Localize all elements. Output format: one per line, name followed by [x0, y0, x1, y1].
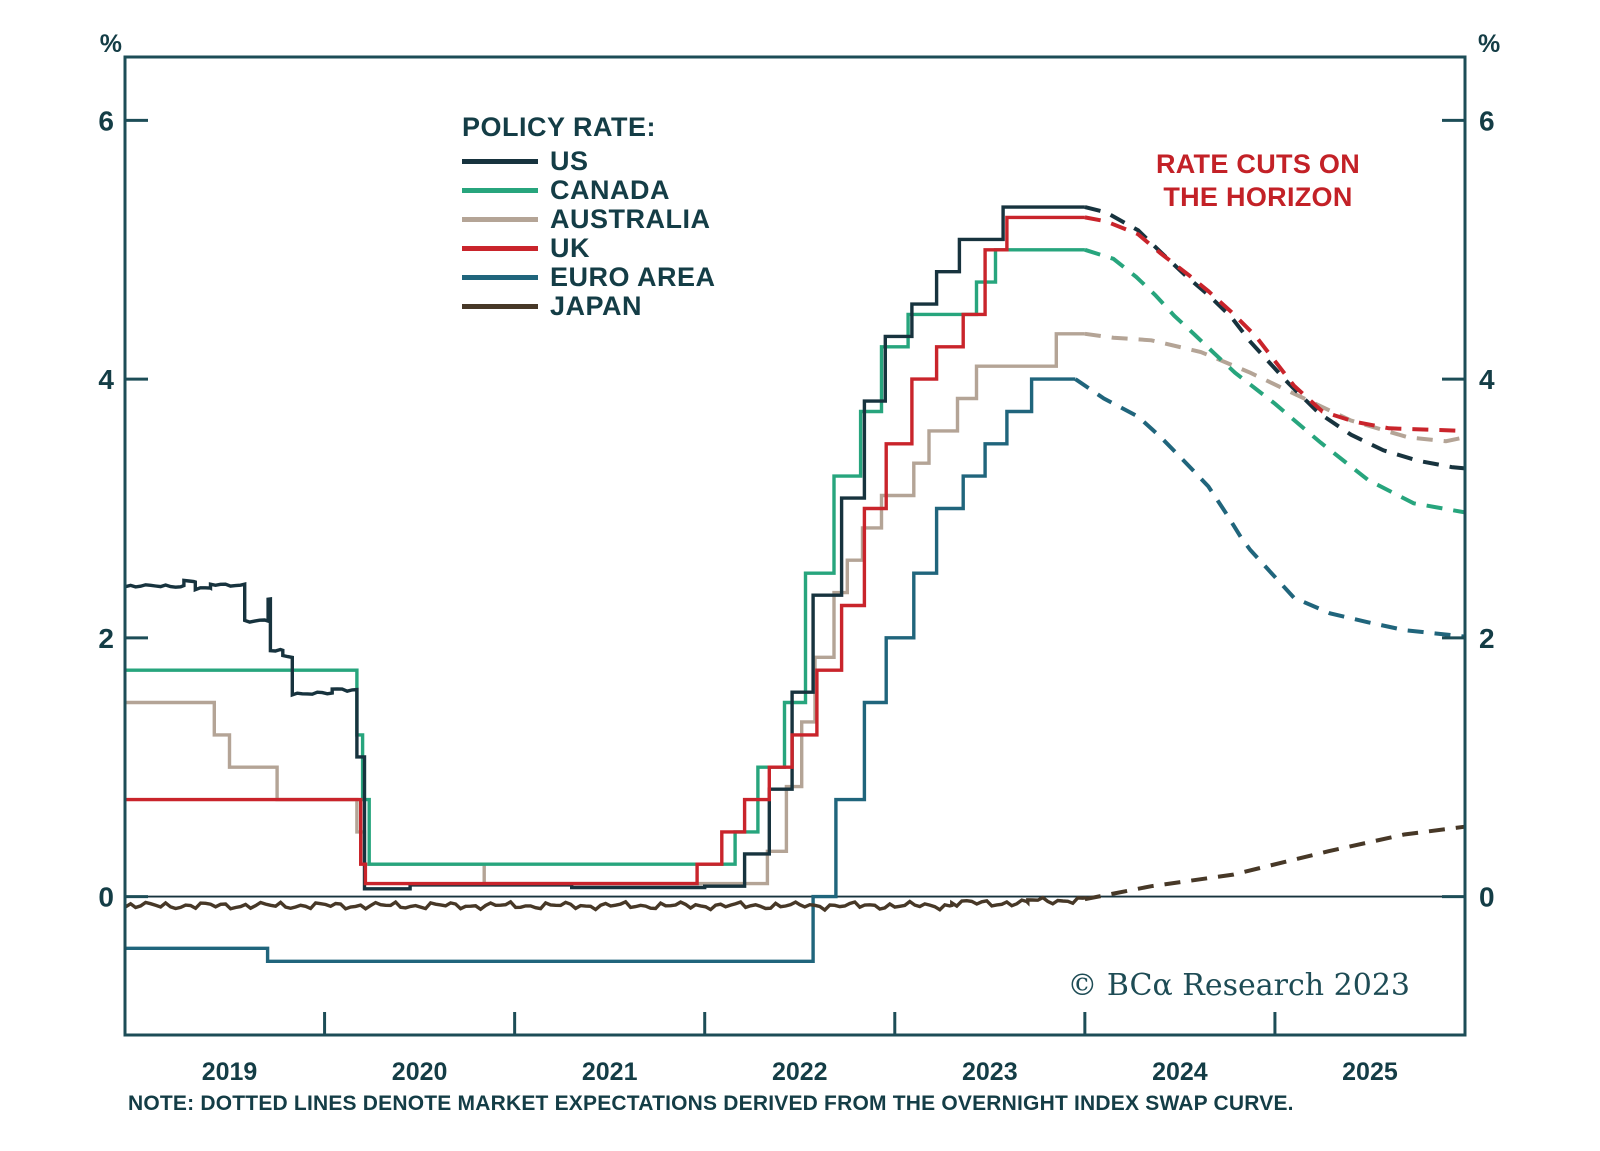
legend-item-canada: CANADA	[462, 176, 716, 205]
series-expectation-canada	[1084, 247, 1466, 515]
legend-label-uk: UK	[550, 233, 590, 263]
x-year-label: 2020	[392, 1058, 448, 1086]
legend-items: US CANADA AUSTRALIA UK EURO AREA JAPAN	[462, 147, 716, 321]
y-tick-label-left: 0	[98, 882, 114, 913]
series-expectation-euro-area	[1074, 377, 1466, 639]
y-tick-label-left: 2	[98, 623, 114, 654]
x-year-label: 2021	[582, 1058, 638, 1086]
rate-cuts-annotation-line1: RATE CUTS ON	[1155, 149, 1361, 179]
legend-swatch-canada	[462, 188, 538, 193]
copyright: © BCα Research 2023	[1067, 968, 1410, 1003]
legend-label-euro-area: EURO AREA	[550, 262, 716, 292]
footnote: NOTE: DOTTED LINES DENOTE MARKET EXPECTA…	[128, 1092, 1294, 1115]
y-tick-label-right: 2	[1479, 623, 1495, 654]
percent-label-left: %	[100, 30, 122, 58]
series-history-euro-area	[125, 377, 1076, 963]
legend-item-uk: UK	[462, 234, 716, 263]
y-tick-label-right: 4	[1479, 364, 1495, 395]
legend-item-japan: JAPAN	[462, 292, 716, 321]
y-tick-label-right: 0	[1479, 882, 1495, 913]
x-year-label: 2023	[962, 1058, 1018, 1086]
plot-border	[123, 55, 1467, 1037]
rate-cuts-annotation-line2: THE HORIZON	[1163, 182, 1353, 212]
series-history-uk	[125, 215, 1085, 886]
legend-swatch-euro-area	[462, 275, 538, 280]
series-expectation-uk	[1084, 215, 1466, 433]
legend-item-australia: AUSTRALIA	[462, 205, 716, 234]
series-expectation-us	[1084, 205, 1466, 471]
legend-item-euro-area: EURO AREA	[462, 263, 716, 292]
y-tick-label-right: 6	[1479, 105, 1495, 136]
legend-label-japan: JAPAN	[550, 291, 643, 321]
x-year-label: 2024	[1152, 1058, 1208, 1086]
x-year-label: 2022	[772, 1058, 828, 1086]
percent-label-right: %	[1478, 30, 1500, 58]
series-history-japan	[124, 895, 1087, 913]
legend-swatch-australia	[462, 217, 538, 222]
legend-swatch-japan	[462, 304, 538, 309]
y-tick-label-left: 6	[98, 105, 114, 136]
legend-item-us: US	[462, 147, 716, 176]
x-year-label: 2019	[202, 1058, 258, 1086]
series-expectation-japan	[1084, 824, 1466, 902]
series-history-us	[125, 205, 1085, 891]
series-history-canada	[125, 248, 1085, 866]
series-expectation-australia	[1084, 331, 1466, 444]
legend-title: POLICY RATE:	[462, 112, 657, 142]
legend-label-canada: CANADA	[550, 175, 670, 205]
x-year-label: 2025	[1342, 1058, 1398, 1086]
legend-swatch-uk	[462, 246, 538, 251]
legend-swatch-us	[462, 159, 538, 164]
rate-cuts-annotation: RATE CUTS ON THE HORIZON	[1138, 148, 1378, 214]
legend: POLICY RATE: US CANADA AUSTRALIA UK EURO ARE…	[462, 112, 716, 321]
legend-label-us: US	[550, 146, 589, 176]
y-tick-label-left: 4	[98, 364, 114, 395]
legend-label-australia: AUSTRALIA	[550, 204, 711, 234]
